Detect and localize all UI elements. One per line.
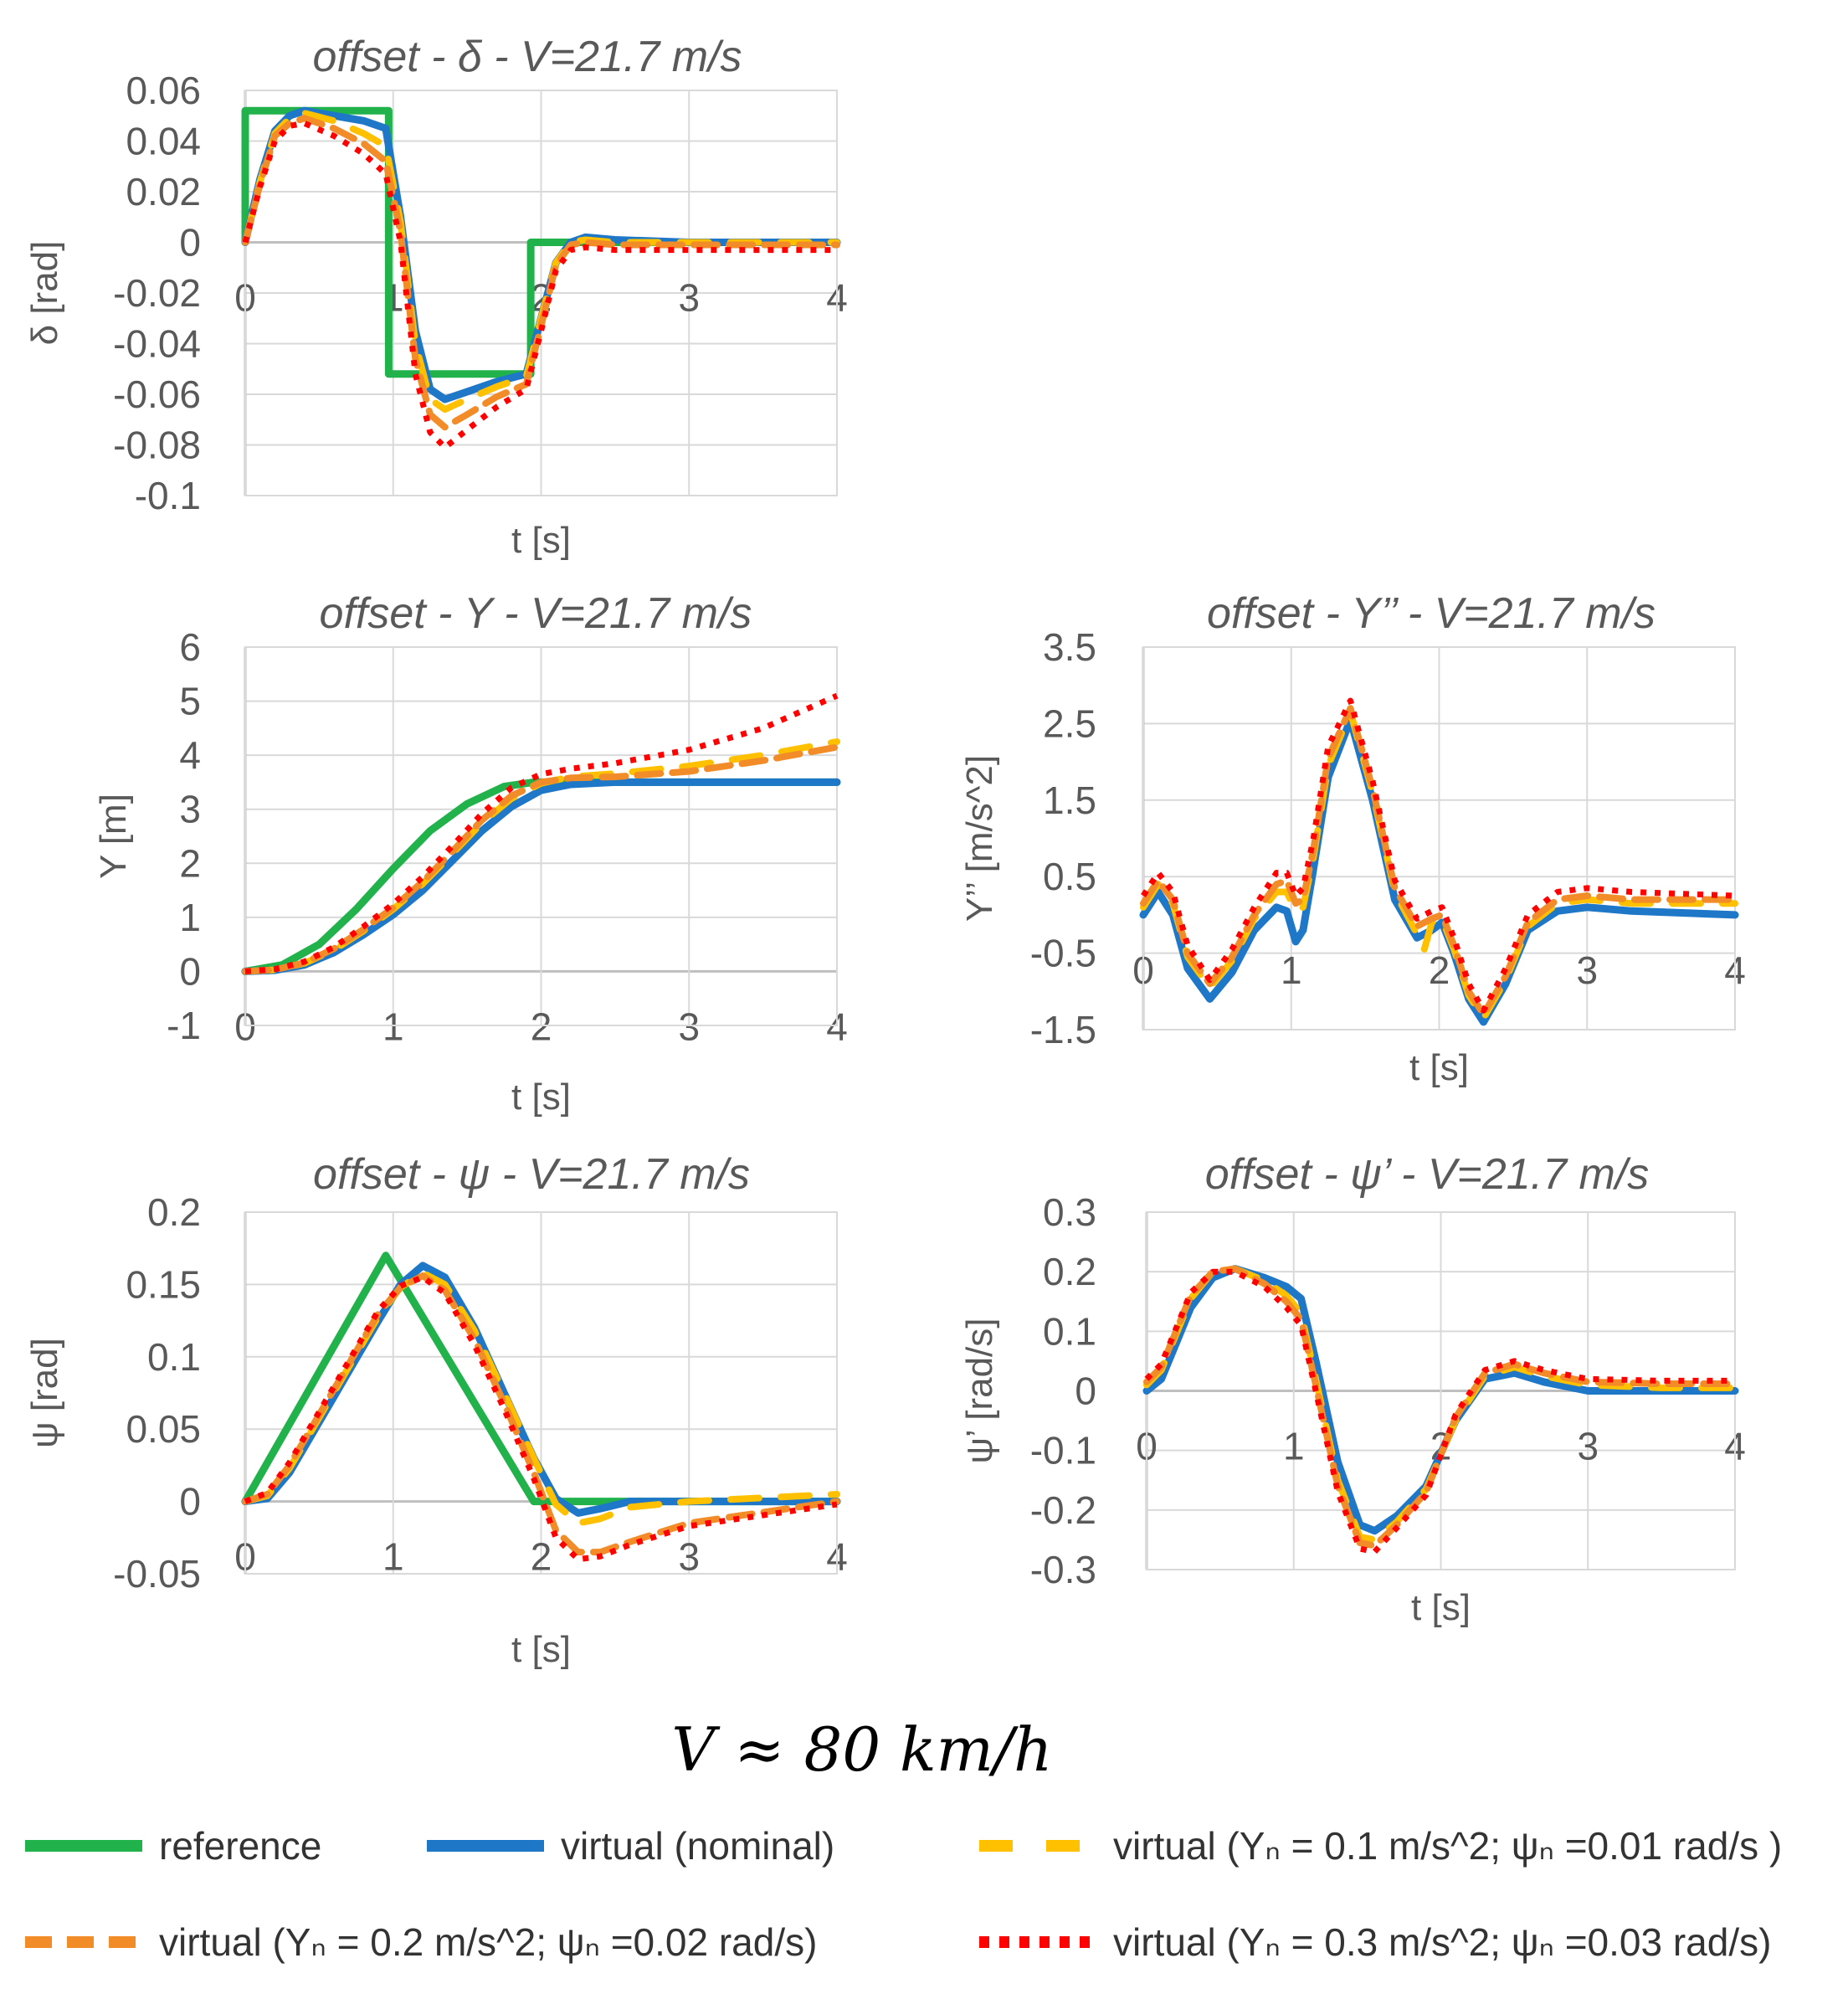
legend-label-nom: virtual (nominal) — [561, 1824, 834, 1868]
y-tick-label: -0.02 — [113, 271, 201, 315]
x-tick-label: 3 — [1576, 948, 1598, 992]
y-tick-label: -0.04 — [113, 322, 201, 366]
y-tick-label: 6 — [179, 625, 201, 669]
y-tick-label: -0.1 — [1030, 1429, 1096, 1472]
y-tick-label: -0.3 — [1030, 1548, 1096, 1591]
x-axis-label: t [s] — [1411, 1587, 1471, 1628]
plot-area — [1142, 646, 1736, 1030]
chart-title: offset - Y - V=21.7 m/s — [320, 589, 752, 638]
y-tick-label: 3.5 — [1043, 625, 1096, 669]
x-tick-label: 3 — [678, 1535, 700, 1579]
y-tick-label: 0.15 — [126, 1262, 201, 1306]
x-tick-label: 3 — [678, 276, 700, 320]
y-tick-label: -0.2 — [1030, 1488, 1096, 1532]
y-tick-label: 0 — [179, 221, 201, 265]
y-tick-label: 0.1 — [1043, 1309, 1096, 1353]
y-tick-label: -0.06 — [113, 373, 201, 416]
y-tick-label: 0.5 — [1043, 855, 1096, 898]
y-tick-label: 0.05 — [126, 1407, 201, 1451]
y-tick-label: 0.2 — [147, 1190, 201, 1234]
y-axis-label: Y [m] — [93, 794, 134, 879]
y-tick-label: 2 — [179, 841, 201, 885]
legend-label-n2: virtual (Yₙ = 0.2 m/s^2; ψₙ =0.02 rad/s) — [159, 1920, 817, 1964]
panel-psi-rate-chart: offset - ψ’ - V=21.7 m/s 0.3 0.2 0.1 0 -0.1 -0… — [959, 1150, 1746, 1628]
legend-label-n1: virtual (Yₙ = 0.1 m/s^2; ψₙ =0.01 rad/s … — [1113, 1824, 1782, 1868]
x-tick-label: 2 — [531, 1535, 552, 1579]
x-axis-label: t [s] — [511, 1077, 571, 1118]
y-tick-label: 0.02 — [126, 170, 201, 213]
y-tick-label: 0.2 — [1043, 1250, 1096, 1293]
legend-item-n3: virtual (Yₙ = 0.3 m/s^2; ψₙ =0.03 rad/s) — [979, 1920, 1771, 1964]
series-line-ref — [241, 106, 841, 378]
y-tick-label: 0.3 — [1043, 1190, 1096, 1234]
y-tick-label: 2.5 — [1043, 701, 1096, 745]
speed-label: V ≈ 80 km/h — [671, 1714, 1052, 1785]
y-tick-label: 0.1 — [147, 1335, 201, 1379]
x-axis-label: t [s] — [511, 520, 571, 561]
y-axis-label: ψ’ [rad/s] — [959, 1318, 1000, 1463]
panel-y-accel-chart: offset - Y’’ - V=21.7 m/s 3.5 2.5 1.5 0.5 -0.… — [959, 589, 1746, 1088]
legend-item-n1: virtual (Yₙ = 0.1 m/s^2; ψₙ =0.01 rad/s … — [979, 1824, 1782, 1868]
y-tick-label: -0.05 — [113, 1552, 201, 1596]
x-tick-label: 2 — [1429, 948, 1450, 992]
plot-area — [244, 1211, 838, 1575]
x-tick-label: 2 — [531, 1005, 552, 1048]
chart-title: offset - ψ’ - V=21.7 m/s — [1205, 1150, 1650, 1199]
legend-item-nom: virtual (nominal) — [427, 1824, 834, 1868]
y-tick-label: 1 — [179, 896, 201, 939]
y-tick-label: 1.5 — [1043, 779, 1096, 822]
x-tick-label: 3 — [1577, 1425, 1599, 1468]
legend-label-ref: reference — [159, 1824, 321, 1868]
panel-psi-chart: offset - ψ - V=21.7 m/s 0.2 0.15 0.1 0.05 0 -0… — [24, 1150, 848, 1670]
plot-area — [244, 90, 838, 496]
y-tick-label: -0.08 — [113, 424, 201, 467]
series-line-n2 — [1143, 1265, 1738, 1549]
chart-title: offset - δ - V=21.7 m/s — [313, 33, 742, 81]
series-line-n2 — [1140, 705, 1738, 1018]
series-line-n3 — [244, 692, 839, 974]
plot-area — [244, 646, 838, 1026]
legend-item-n2: virtual (Yₙ = 0.2 m/s^2; ψₙ =0.02 rad/s) — [25, 1920, 817, 1964]
y-tick-label: 4 — [179, 733, 201, 777]
legend-label-n3: virtual (Yₙ = 0.3 m/s^2; ψₙ =0.03 rad/s) — [1113, 1920, 1771, 1964]
series-line-nom — [1142, 1265, 1739, 1535]
chart-title: offset - ψ - V=21.7 m/s — [313, 1150, 750, 1199]
x-axis-label: t [s] — [1409, 1047, 1469, 1088]
x-tick-label: 1 — [1281, 948, 1302, 992]
y-tick-label: -0.5 — [1030, 932, 1096, 975]
series-line-n2 — [242, 115, 840, 431]
y-tick-label: -0.1 — [135, 474, 201, 517]
x-tick-label: 1 — [382, 1005, 404, 1048]
y-axis-label: ψ [rad] — [24, 1338, 65, 1448]
panel-delta-chart: offset - δ - V=21.7 m/s 0.06 0.04 0.02 0 -0.0… — [24, 33, 848, 561]
y-tick-label: 5 — [179, 680, 201, 723]
y-tick-label: 0.06 — [126, 69, 201, 112]
y-tick-label: 0 — [179, 949, 201, 993]
y-axis-label: Y’’ [m/s^2] — [959, 755, 1000, 922]
y-tick-label: 0.04 — [126, 120, 201, 163]
x-tick-label: 3 — [678, 1005, 700, 1048]
series-line-n2 — [242, 1272, 840, 1556]
y-axis-label: δ [rad] — [24, 241, 65, 346]
x-tick-label: 1 — [1283, 1425, 1305, 1468]
x-tick-label: 1 — [382, 1535, 404, 1579]
x-axis-label: t [s] — [511, 1629, 571, 1670]
y-tick-label: 0 — [179, 1480, 201, 1524]
y-tick-label: 3 — [179, 788, 201, 831]
legend: reference virtual (nominal) virtual (Yₙ = … — [25, 1824, 1782, 1964]
series-line-n3 — [1144, 1268, 1735, 1555]
chart-title: offset - Y’’ - V=21.7 m/s — [1207, 589, 1656, 638]
series-line-n3 — [1141, 697, 1736, 1014]
legend-item-ref: reference — [25, 1824, 321, 1868]
y-tick-label: -1 — [167, 1004, 201, 1047]
y-tick-label: -1.5 — [1030, 1008, 1096, 1051]
y-tick-label: 0 — [1075, 1370, 1096, 1413]
